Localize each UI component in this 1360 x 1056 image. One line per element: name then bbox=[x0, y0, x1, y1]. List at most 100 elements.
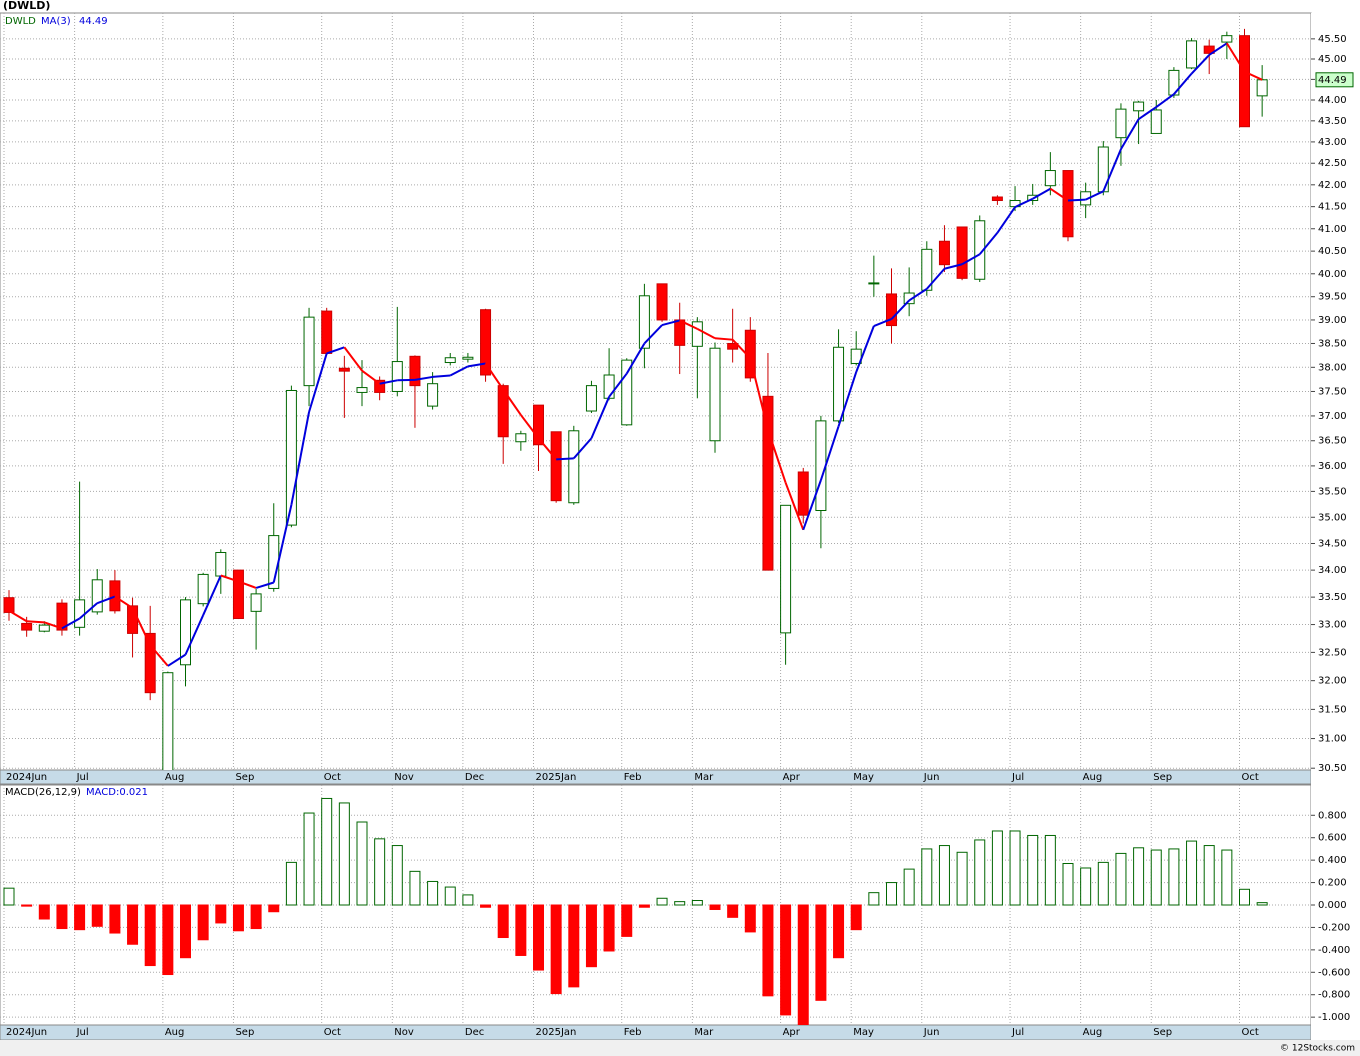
ma-line bbox=[361, 369, 381, 385]
ma-line bbox=[837, 371, 858, 427]
macd-bar bbox=[886, 882, 897, 906]
macd-bar bbox=[162, 904, 174, 976]
price-panel bbox=[0, 12, 1312, 771]
x-tick-label: Nov bbox=[394, 1027, 414, 1038]
candle-body bbox=[533, 404, 544, 446]
candle-body bbox=[1221, 35, 1233, 43]
x-tick-label: Aug bbox=[165, 772, 185, 783]
ma-line bbox=[184, 614, 205, 656]
ma-line bbox=[220, 574, 239, 583]
ma-line bbox=[96, 595, 116, 605]
y-tick-label: 41.50 bbox=[1318, 202, 1347, 213]
candle-body bbox=[21, 622, 33, 631]
candle-body bbox=[180, 599, 191, 666]
candle-body bbox=[197, 573, 209, 605]
ma-line bbox=[1244, 70, 1263, 81]
ma-line bbox=[714, 337, 733, 341]
candle-body bbox=[409, 355, 421, 387]
x-tick-label: Dec bbox=[465, 772, 484, 783]
x-tick-label: Oct bbox=[324, 772, 341, 783]
ma-line bbox=[78, 602, 98, 620]
macd-bar bbox=[462, 894, 474, 906]
ma-line bbox=[908, 288, 928, 302]
y-tick-label: 33.50 bbox=[1318, 592, 1347, 603]
macd-bar bbox=[815, 904, 827, 1001]
macd-bar bbox=[691, 900, 703, 906]
macd-bar bbox=[1027, 834, 1039, 906]
y-tick-label: 40.00 bbox=[1318, 269, 1347, 280]
ma-line bbox=[1032, 187, 1051, 200]
macd-bar bbox=[444, 886, 456, 906]
x-tick-label: Sep bbox=[235, 1027, 254, 1038]
candle-body bbox=[427, 383, 439, 407]
macd-bar bbox=[991, 830, 1003, 906]
ma-line bbox=[1049, 187, 1069, 202]
ma-line bbox=[926, 268, 946, 290]
price-plot bbox=[0, 13, 1311, 770]
macd-bar bbox=[321, 797, 333, 906]
macd-bar bbox=[727, 904, 739, 918]
candle-body bbox=[797, 471, 809, 516]
y-tick-label: 37.00 bbox=[1318, 411, 1347, 422]
candle-body bbox=[921, 248, 933, 291]
macd-bar bbox=[603, 904, 615, 952]
candle-body bbox=[815, 420, 827, 512]
candle-body bbox=[762, 395, 774, 571]
macd-bar bbox=[956, 851, 968, 906]
macd-bar bbox=[780, 904, 792, 1016]
macd-bar bbox=[1009, 830, 1021, 906]
macd-bar bbox=[515, 904, 527, 956]
ma-line bbox=[556, 457, 574, 461]
y-tick-label: 45.50 bbox=[1318, 34, 1347, 45]
macd-bar bbox=[21, 904, 33, 907]
ma-line bbox=[767, 429, 787, 484]
macd-bar bbox=[38, 904, 50, 920]
macd-bar bbox=[497, 904, 509, 939]
ma-line bbox=[961, 253, 981, 266]
ma-line bbox=[749, 357, 769, 431]
macd-bar bbox=[833, 904, 845, 959]
x-tick-label: Aug bbox=[165, 1027, 185, 1038]
macd-bar bbox=[762, 904, 774, 997]
candle-body bbox=[109, 580, 121, 612]
y-tick-label: 0.400 bbox=[1318, 855, 1347, 866]
candle-body bbox=[356, 387, 368, 393]
y-tick-label: -1.000 bbox=[1318, 1012, 1350, 1023]
ma-line bbox=[890, 299, 910, 320]
ma-line bbox=[819, 426, 840, 481]
macd-bar bbox=[1062, 863, 1074, 906]
candle-body bbox=[974, 220, 986, 280]
ma-line bbox=[343, 346, 363, 372]
y-tick-label: 33.00 bbox=[1318, 620, 1347, 631]
macd-bar bbox=[232, 904, 244, 932]
ma-line bbox=[290, 411, 311, 505]
candle-body bbox=[1239, 35, 1250, 128]
macd-bar bbox=[1256, 902, 1268, 906]
ma-line bbox=[679, 319, 698, 330]
y-tick-label: 34.50 bbox=[1318, 539, 1347, 550]
candle-body bbox=[232, 569, 244, 619]
ma-line bbox=[308, 353, 328, 413]
macd-bar bbox=[427, 880, 439, 906]
y-tick-label: 37.50 bbox=[1318, 386, 1347, 397]
y-tick-label: 38.00 bbox=[1318, 362, 1347, 373]
ma-line bbox=[467, 362, 486, 368]
y-tick-label: 34.00 bbox=[1318, 565, 1347, 576]
candle-body bbox=[656, 283, 668, 321]
right-axis bbox=[1311, 13, 1360, 1040]
macd-bar bbox=[903, 868, 915, 906]
macd-bar bbox=[744, 904, 756, 933]
candle-body bbox=[1133, 101, 1145, 112]
candle-body bbox=[991, 196, 1003, 202]
macd-bar bbox=[197, 904, 209, 941]
macd-bar bbox=[709, 904, 721, 910]
candle-body bbox=[568, 430, 580, 504]
x-tick-label: Oct bbox=[324, 1027, 341, 1038]
y-tick-label: 0.200 bbox=[1318, 878, 1347, 889]
ma-line bbox=[855, 325, 875, 373]
macd-bar bbox=[656, 897, 668, 906]
y-tick-label: -0.200 bbox=[1318, 922, 1350, 933]
ma-line bbox=[272, 504, 293, 583]
candle-body bbox=[1186, 40, 1198, 69]
